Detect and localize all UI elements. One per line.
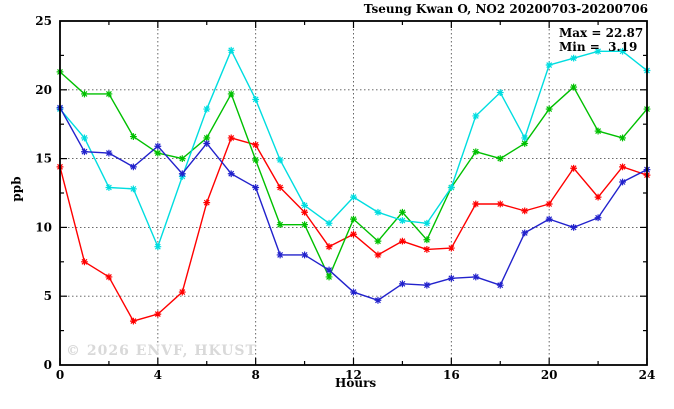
- y-tick-label: 15: [35, 152, 52, 166]
- x-tick-label: 20: [541, 368, 558, 382]
- y-tick-label: 5: [44, 289, 52, 303]
- x-tick-label: 24: [639, 368, 656, 382]
- min-value-label: Min = 3.19: [559, 40, 638, 54]
- x-tick-label: 12: [345, 368, 362, 382]
- y-tick-label: 25: [35, 14, 52, 28]
- x-tick-label: 0: [56, 368, 64, 382]
- watermark-text: © 2026 ENVF, HKUST: [66, 343, 257, 359]
- x-tick-label: 8: [251, 368, 259, 382]
- y-tick-label: 10: [35, 220, 52, 234]
- x-axis-label: Hours: [335, 376, 377, 390]
- plot-border: [59, 20, 648, 366]
- max-min-annotation: Max = 22.87 Min = 3.19: [559, 26, 643, 54]
- chart-title: Tseung Kwan O, NO2 20200703-20200706: [363, 2, 648, 16]
- series-line-blue: [59, 107, 648, 302]
- max-value-label: Max = 22.87: [559, 26, 644, 40]
- x-tick-label: 4: [154, 368, 162, 382]
- x-tick-label: 16: [443, 368, 460, 382]
- y-tick-label: 0: [44, 358, 52, 372]
- y-tick-label: 20: [35, 83, 52, 97]
- y-axis-label: ppb: [9, 176, 24, 202]
